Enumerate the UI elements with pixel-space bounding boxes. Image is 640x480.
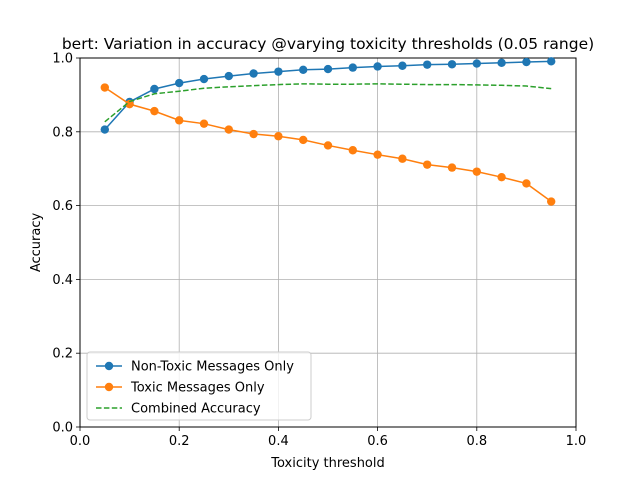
data-point [373, 62, 382, 71]
y-tick-label: 1.0 [52, 52, 73, 67]
legend-box [86, 351, 312, 421]
series [100, 57, 556, 206]
data-point [199, 74, 209, 84]
x-tick-label: 0.0 [70, 434, 91, 449]
data-point [224, 125, 233, 134]
legend-label: Non-Toxic Messages Only [131, 360, 294, 375]
data-point [447, 60, 457, 69]
data-point [175, 78, 184, 88]
data-point [497, 172, 506, 182]
data-point [547, 197, 556, 206]
data-point [348, 63, 357, 72]
x-axis-label: Toxicity threshold [270, 456, 385, 471]
data-point [175, 116, 184, 125]
legend: Non-Toxic Messages Only Toxic Messages On… [86, 351, 312, 421]
data-point [447, 163, 457, 172]
data-point [423, 160, 432, 169]
y-tick-label: 0.2 [52, 347, 73, 362]
data-point [100, 125, 110, 134]
x-tick-label: 1.0 [566, 434, 587, 449]
data-point [323, 141, 333, 150]
y-tick-label: 0.6 [52, 199, 73, 214]
legend-item: Combined Accuracy [96, 402, 261, 417]
axis-ticks: 0.0 0.2 0.4 0.6 0.8 1.0 0.0 0.2 0.4 0.6 0.8 1.0 [52, 52, 586, 450]
y-axis-label: Accuracy [29, 213, 44, 273]
data-point [150, 106, 159, 116]
data-point [497, 58, 506, 67]
data-point [547, 57, 556, 66]
data-point [398, 154, 407, 163]
legend-marker [104, 361, 114, 371]
legend-label: Toxic Messages Only [130, 381, 265, 396]
x-tick-label: 0.4 [268, 434, 289, 449]
series-group [100, 57, 556, 134]
series-group [104, 83, 552, 123]
legend-marker [104, 382, 114, 392]
legend-item: Toxic Messages Only [96, 381, 265, 396]
series-group [100, 83, 556, 206]
y-tick-label: 0.0 [52, 421, 73, 436]
chart-title: bert: Variation in accuracy @varying tox… [62, 35, 594, 53]
data-point [199, 119, 209, 128]
data-point [373, 150, 382, 159]
data-point [125, 99, 134, 109]
data-point [348, 146, 357, 155]
data-point [472, 167, 481, 176]
data-point [150, 84, 159, 94]
data-point [398, 61, 407, 70]
data-point [299, 65, 308, 75]
data-point [274, 132, 283, 141]
data-point [522, 57, 531, 67]
data-point [224, 71, 233, 81]
x-tick-label: 0.2 [169, 434, 190, 449]
x-tick-label: 0.6 [367, 434, 388, 449]
data-point [274, 67, 283, 76]
legend-label: Combined Accuracy [131, 402, 261, 417]
y-tick-label: 0.4 [52, 273, 73, 288]
data-point [249, 69, 258, 78]
data-point [249, 129, 258, 139]
data-point [423, 60, 432, 69]
plot-frame [79, 57, 577, 428]
data-point [472, 59, 481, 68]
x-tick-label: 0.8 [466, 434, 487, 449]
data-point [299, 135, 308, 145]
data-point [100, 83, 110, 92]
y-tick-label: 0.8 [52, 125, 73, 140]
legend-item: Non-Toxic Messages Only [96, 360, 294, 375]
series-line [104, 83, 552, 123]
data-point [323, 64, 333, 74]
data-point [522, 179, 531, 188]
